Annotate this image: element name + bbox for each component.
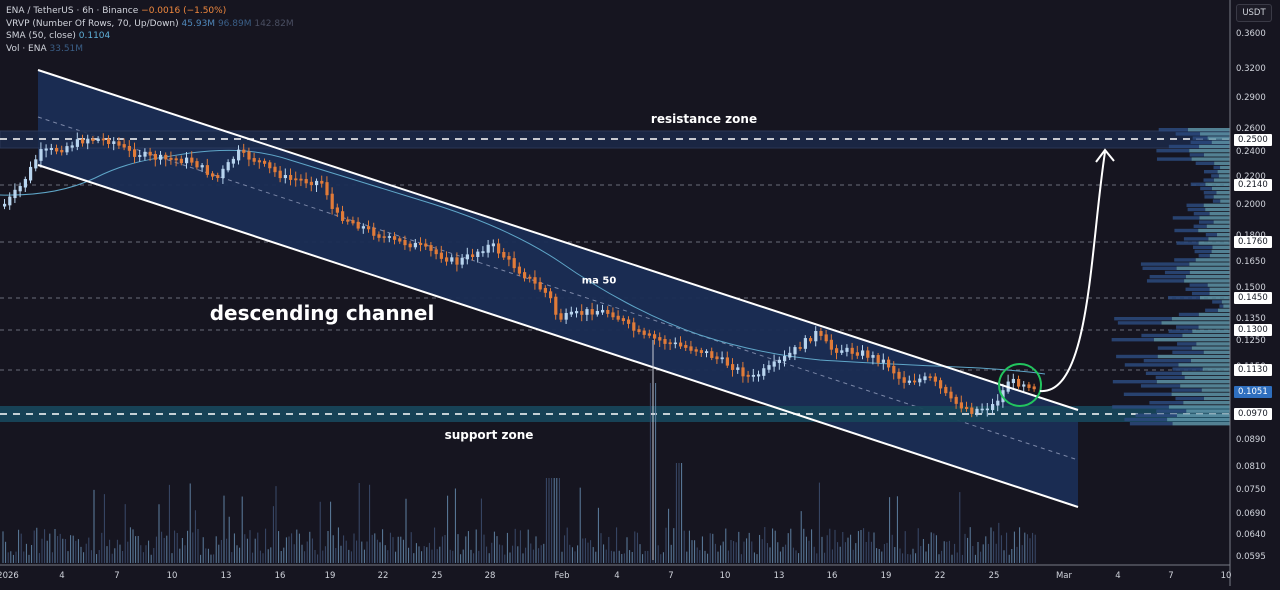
- sma-label: SMA (50, close): [6, 31, 76, 41]
- ma50-label: ma 50: [581, 275, 617, 287]
- legend-vrvp-row[interactable]: VRVP (Number Of Rows, 70, Up/Down) 45.93…: [6, 18, 294, 31]
- level-price-tag: 0.1760: [1234, 236, 1272, 248]
- level-price-tag: 0.2140: [1234, 179, 1272, 191]
- price-axis-label: 0.2900: [1236, 93, 1266, 103]
- volume-profile: [1111, 128, 1230, 426]
- volume-bars: [2, 383, 1036, 563]
- level-price-tag: 0.2500: [1234, 134, 1272, 146]
- time-axis-label: 22: [377, 571, 389, 581]
- descending-channel-label: descending channel: [209, 301, 435, 325]
- vrvp-label: VRVP (Number Of Rows, 70, Up/Down): [6, 18, 179, 29]
- price-axis-label: 0.0890: [1236, 435, 1266, 445]
- symbol-title: ENA / TetherUS · 6h · Binance: [6, 6, 139, 16]
- level-price-tag: 0.1300: [1234, 324, 1272, 336]
- time-axis-label: 25: [988, 571, 1000, 581]
- time-axis-label: 19: [324, 571, 336, 581]
- time-axis-label: 7: [668, 571, 674, 581]
- time-axis-label: 2026: [0, 571, 19, 581]
- legend-sma-row[interactable]: SMA (50, close) 0.1104: [6, 30, 294, 43]
- time-axis-label: 10: [719, 571, 731, 581]
- time-axis-label: 13: [220, 571, 232, 581]
- vrvp-up-value: 45.93M: [181, 18, 216, 29]
- sma-value: 0.1104: [78, 31, 111, 41]
- projection-arrow: [1039, 151, 1106, 393]
- time-axis-label: 13: [773, 571, 785, 581]
- vrvp-total-value: 142.82M: [254, 18, 294, 29]
- time-axis-label: 25: [431, 571, 443, 581]
- channel-lower-line: [37, 164, 1079, 508]
- currency-button[interactable]: USDT: [1236, 4, 1272, 22]
- chart-legend: ENA / TetherUS · 6h · Binance −0.0016 (−…: [6, 5, 294, 55]
- legend-symbol-row[interactable]: ENA / TetherUS · 6h · Binance −0.0016 (−…: [6, 5, 294, 18]
- price-axis-label: 0.1500: [1236, 283, 1266, 293]
- time-axis-label: 4: [59, 571, 65, 581]
- candles: [3, 132, 1036, 418]
- time-axis-label: 7: [114, 571, 120, 581]
- price-axis-label: 0.0750: [1236, 485, 1266, 495]
- time-axis-label: 4: [614, 571, 620, 581]
- legend-volume-row[interactable]: Vol · ENA 33.51M: [6, 43, 294, 56]
- price-axis-label: 0.2400: [1236, 147, 1266, 157]
- breakout-circle: [998, 363, 1042, 407]
- vrvp-down-value: 96.89M: [217, 18, 252, 29]
- resistance-zone-label: resistance zone: [650, 112, 758, 126]
- price-axis-label: 0.1250: [1236, 336, 1266, 346]
- level-price-tag: 0.1450: [1234, 292, 1272, 304]
- time-axis-label: Mar: [1055, 571, 1073, 581]
- price-axis-label: 0.3600: [1236, 29, 1266, 39]
- time-axis-label: 7: [1168, 571, 1174, 581]
- price-axis-label: 0.0595: [1236, 552, 1266, 562]
- price-axis-label: 0.1650: [1236, 257, 1266, 267]
- price-axis-label: 0.3200: [1236, 64, 1266, 74]
- time-axis-label: 19: [880, 571, 892, 581]
- price-axis-label: 0.0810: [1236, 462, 1266, 472]
- price-axis-label: 0.0690: [1236, 509, 1266, 519]
- time-axis-label: Feb: [554, 571, 570, 581]
- price-axis-label: 0.2600: [1236, 124, 1266, 134]
- level-price-tag: 0.1130: [1234, 364, 1272, 376]
- time-axis-label: 28: [484, 571, 496, 581]
- channel-upper-line: [37, 69, 1079, 411]
- price-axis-label: 0.0640: [1236, 530, 1266, 540]
- horizontal-levels: [0, 184, 1230, 371]
- time-axis-label: 22: [934, 571, 946, 581]
- time-axis-label: 4: [1115, 571, 1121, 581]
- time-axis-label: 16: [274, 571, 286, 581]
- price-axis-label: 0.2000: [1236, 200, 1266, 210]
- time-axis-label: 10: [166, 571, 178, 581]
- level-price-tag: 0.0970: [1234, 408, 1272, 420]
- support-zone-label: support zone: [444, 428, 534, 442]
- price-change: −0.0016 (−1.50%): [141, 6, 227, 16]
- price-axis-label: 0.2200: [1236, 172, 1266, 182]
- volume-value: 33.51M: [49, 43, 84, 54]
- time-axis-label: 16: [826, 571, 838, 581]
- price-axis-label: 0.1350: [1236, 314, 1266, 324]
- time-axis-label: 10: [1220, 571, 1232, 581]
- volume-label: Vol · ENA: [6, 43, 47, 54]
- last-price-tag: 0.1051: [1234, 386, 1272, 398]
